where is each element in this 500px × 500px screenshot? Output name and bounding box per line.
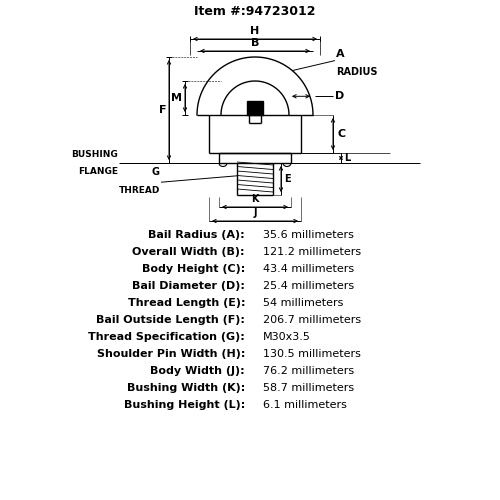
Text: Thread Specification (G):: Thread Specification (G):: [88, 332, 245, 342]
Text: M: M: [171, 93, 182, 103]
Text: 6.1 millimeters: 6.1 millimeters: [263, 400, 347, 410]
Text: B: B: [251, 38, 259, 48]
Text: Overall Width (B):: Overall Width (B):: [132, 247, 245, 257]
Text: 43.4 millimeters: 43.4 millimeters: [263, 264, 354, 274]
Text: 130.5 millimeters: 130.5 millimeters: [263, 349, 361, 359]
Text: L: L: [344, 153, 350, 163]
Text: 121.2 millimeters: 121.2 millimeters: [263, 247, 361, 257]
Text: Item #:94723012: Item #:94723012: [194, 5, 316, 18]
Text: A: A: [336, 48, 344, 58]
Text: Bail Diameter (D):: Bail Diameter (D):: [132, 281, 245, 291]
Text: E: E: [284, 174, 290, 184]
Text: 58.7 millimeters: 58.7 millimeters: [263, 383, 354, 393]
Text: G: G: [152, 167, 160, 177]
Text: Shoulder Pin Width (H):: Shoulder Pin Width (H):: [96, 349, 245, 359]
Text: FLANGE: FLANGE: [78, 167, 118, 176]
Text: C: C: [337, 129, 345, 139]
Text: BUSHING: BUSHING: [72, 150, 118, 159]
Text: Bushing Height (L):: Bushing Height (L):: [124, 400, 245, 410]
Text: 206.7 millimeters: 206.7 millimeters: [263, 315, 361, 325]
Text: Thread Length (E):: Thread Length (E):: [128, 298, 245, 308]
Text: Bail Radius (A):: Bail Radius (A):: [148, 230, 245, 240]
Text: Bail Outside Length (F):: Bail Outside Length (F):: [96, 315, 245, 325]
Text: D: D: [335, 92, 344, 102]
Text: THREAD: THREAD: [118, 186, 160, 195]
Text: M30x3.5: M30x3.5: [263, 332, 311, 342]
Text: RADIUS: RADIUS: [336, 66, 378, 76]
Text: H: H: [250, 26, 260, 36]
Text: Body Width (J):: Body Width (J):: [150, 366, 245, 376]
Text: 35.6 millimeters: 35.6 millimeters: [263, 230, 354, 240]
Text: Body Height (C):: Body Height (C):: [142, 264, 245, 274]
Text: 54 millimeters: 54 millimeters: [263, 298, 344, 308]
Text: F: F: [158, 105, 166, 115]
Bar: [247, 101, 263, 115]
Text: K: K: [252, 194, 259, 204]
Text: J: J: [254, 208, 257, 218]
Text: 25.4 millimeters: 25.4 millimeters: [263, 281, 354, 291]
Text: Bushing Width (K):: Bushing Width (K):: [127, 383, 245, 393]
Text: 76.2 millimeters: 76.2 millimeters: [263, 366, 354, 376]
